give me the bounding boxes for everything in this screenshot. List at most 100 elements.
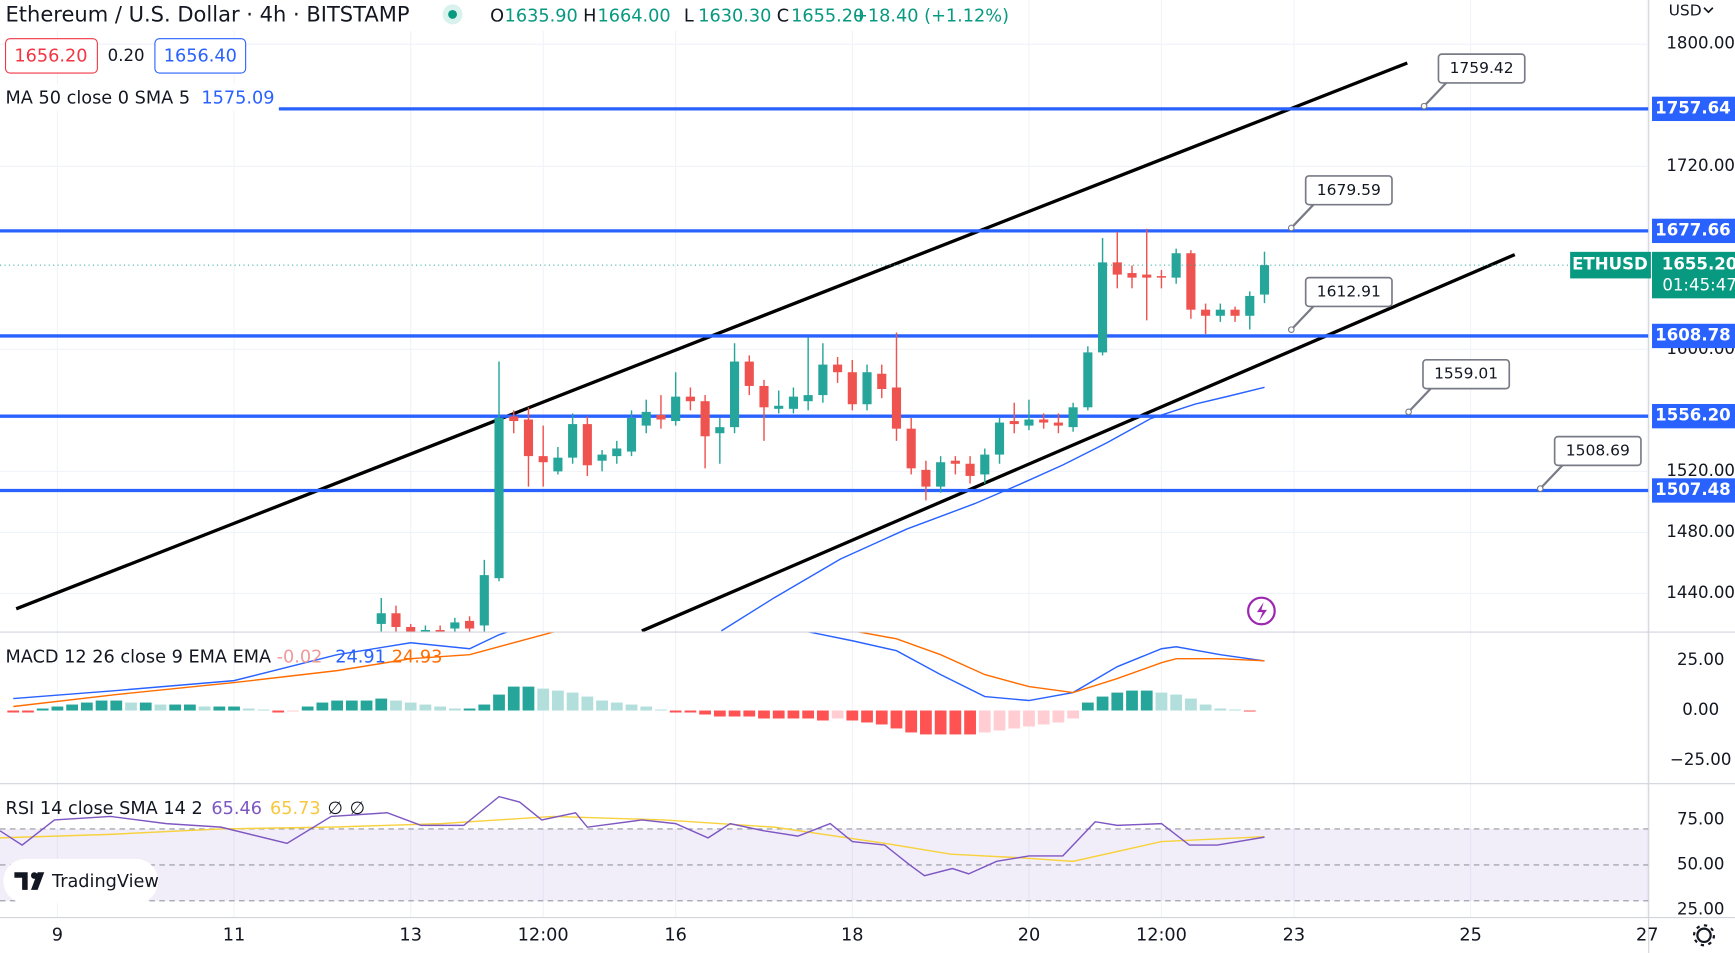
candle-body — [729, 361, 740, 428]
candle-body — [1215, 309, 1225, 316]
macd-line — [13, 632, 1265, 708]
candle-body — [641, 411, 651, 426]
candle-body — [1068, 407, 1078, 428]
rsi-extra: ∅ — [328, 799, 343, 819]
candle-body — [1112, 262, 1122, 275]
callout-label: 1759.42 — [1450, 59, 1514, 77]
candle-body — [626, 417, 637, 452]
event-icon-bolt — [1256, 602, 1267, 621]
histogram-bar — [964, 710, 976, 735]
histogram-bar — [316, 702, 329, 711]
histogram-bar — [522, 686, 535, 711]
histogram-bar — [728, 710, 741, 717]
candle-body — [553, 457, 563, 472]
rsi-line — [0, 815, 1265, 863]
symbol-title: Ethereum / U.S. Dollar · 4h · BITSTAMP — [6, 1, 410, 26]
currency[interactable]: USD — [1669, 2, 1702, 20]
candle-body — [1245, 295, 1255, 316]
sell-button[interactable] — [4, 38, 98, 74]
histogram-bar — [596, 700, 608, 711]
callout-pointer — [1290, 305, 1315, 331]
candle-body — [568, 424, 578, 458]
level-tag — [1652, 478, 1735, 503]
histogram-bar — [552, 690, 564, 711]
candle-body — [450, 622, 460, 629]
y-tick-label: 1480.00 — [1666, 522, 1735, 541]
histogram-bar — [1199, 704, 1212, 711]
logo-bg[interactable] — [3, 858, 159, 904]
histogram-bar — [537, 688, 550, 711]
macd-line — [13, 632, 1265, 702]
rsi-value: 65.46 — [211, 799, 262, 819]
rsi-extra: ∅ — [350, 799, 365, 819]
histogram-bar — [360, 700, 373, 711]
candle-body — [980, 454, 990, 475]
histogram-bar — [1111, 692, 1124, 711]
callout-anchor — [1287, 224, 1295, 232]
y-tick-label: 1720.00 — [1666, 156, 1735, 175]
candle-body — [1230, 309, 1240, 316]
level-tag — [1652, 218, 1735, 244]
histogram-bar — [493, 694, 505, 711]
symbol-tag-label: ETHUSD — [1572, 255, 1648, 274]
rsi-sma-value: 65.73 — [270, 799, 321, 819]
histogram-bar — [463, 708, 476, 711]
histogram-bar — [581, 696, 594, 711]
histogram-bar — [198, 706, 211, 711]
candle-body — [671, 396, 681, 422]
level-tag-label: 1608.78 — [1655, 325, 1731, 344]
callout-label: 1612.91 — [1317, 283, 1381, 301]
histogram-bar — [154, 704, 167, 711]
rsi-legend: RSI 14 close SMA 14 2 — [6, 799, 203, 819]
rsi-line — [0, 795, 1265, 877]
callout-label: 1679.59 — [1317, 181, 1381, 199]
settings-icon-teeth — [1692, 924, 1716, 947]
callout-label: 1508.69 — [1566, 441, 1630, 459]
candle-body — [582, 424, 592, 466]
histogram-bar — [213, 706, 226, 711]
callout-box — [1304, 276, 1393, 308]
candle-body — [612, 448, 622, 457]
y-tick-label: 75.00 — [1677, 809, 1725, 828]
histogram-bar — [655, 709, 667, 711]
price-tag-label: 1655.20 — [1662, 255, 1735, 274]
candle-body — [965, 463, 975, 476]
candle-body — [1097, 262, 1108, 353]
candle-body — [774, 405, 784, 409]
ohlc-key: H — [583, 7, 596, 27]
candle-body — [1142, 274, 1152, 278]
candle-body — [862, 372, 872, 405]
level-tag-label: 1556.20 — [1655, 406, 1731, 425]
candle-body — [509, 416, 519, 422]
candle-body — [1186, 253, 1196, 310]
histogram-bar — [7, 710, 20, 713]
y-tick-label: 1800.00 — [1666, 34, 1735, 53]
candle-body — [597, 454, 607, 461]
histogram-bar — [95, 700, 108, 711]
candle-body — [891, 387, 902, 429]
settings-icon[interactable] — [1696, 927, 1712, 944]
histogram-bar — [610, 702, 623, 711]
candle-body — [803, 395, 813, 402]
axes: 9 11 13 12:00 16 18 20 12:00 23 25 27 1440.00 1480.0… — [52, 34, 1735, 945]
ohlc-key: C — [777, 7, 789, 27]
x-tick-label: 9 — [52, 925, 63, 945]
x-tick-label: 18 — [841, 925, 864, 945]
candle-body — [833, 364, 843, 373]
histogram-bar — [375, 698, 388, 711]
candle-body — [494, 417, 504, 579]
histogram-bar — [1081, 702, 1094, 711]
candle-body — [921, 469, 931, 487]
y-tick-label: 25.00 — [1677, 899, 1725, 918]
histogram-bar — [890, 710, 903, 729]
x-tick-label: 11 — [223, 925, 246, 945]
histogram-bar — [1170, 694, 1183, 711]
ask: 1656.40 — [164, 46, 237, 66]
histogram-bar — [920, 710, 932, 735]
buy-button[interactable] — [154, 38, 247, 74]
histogram-bar — [434, 706, 447, 711]
callout-anchor — [1536, 485, 1544, 492]
header-bg — [0, 0, 1018, 31]
y-tick-label: 1440.00 — [1666, 583, 1735, 602]
